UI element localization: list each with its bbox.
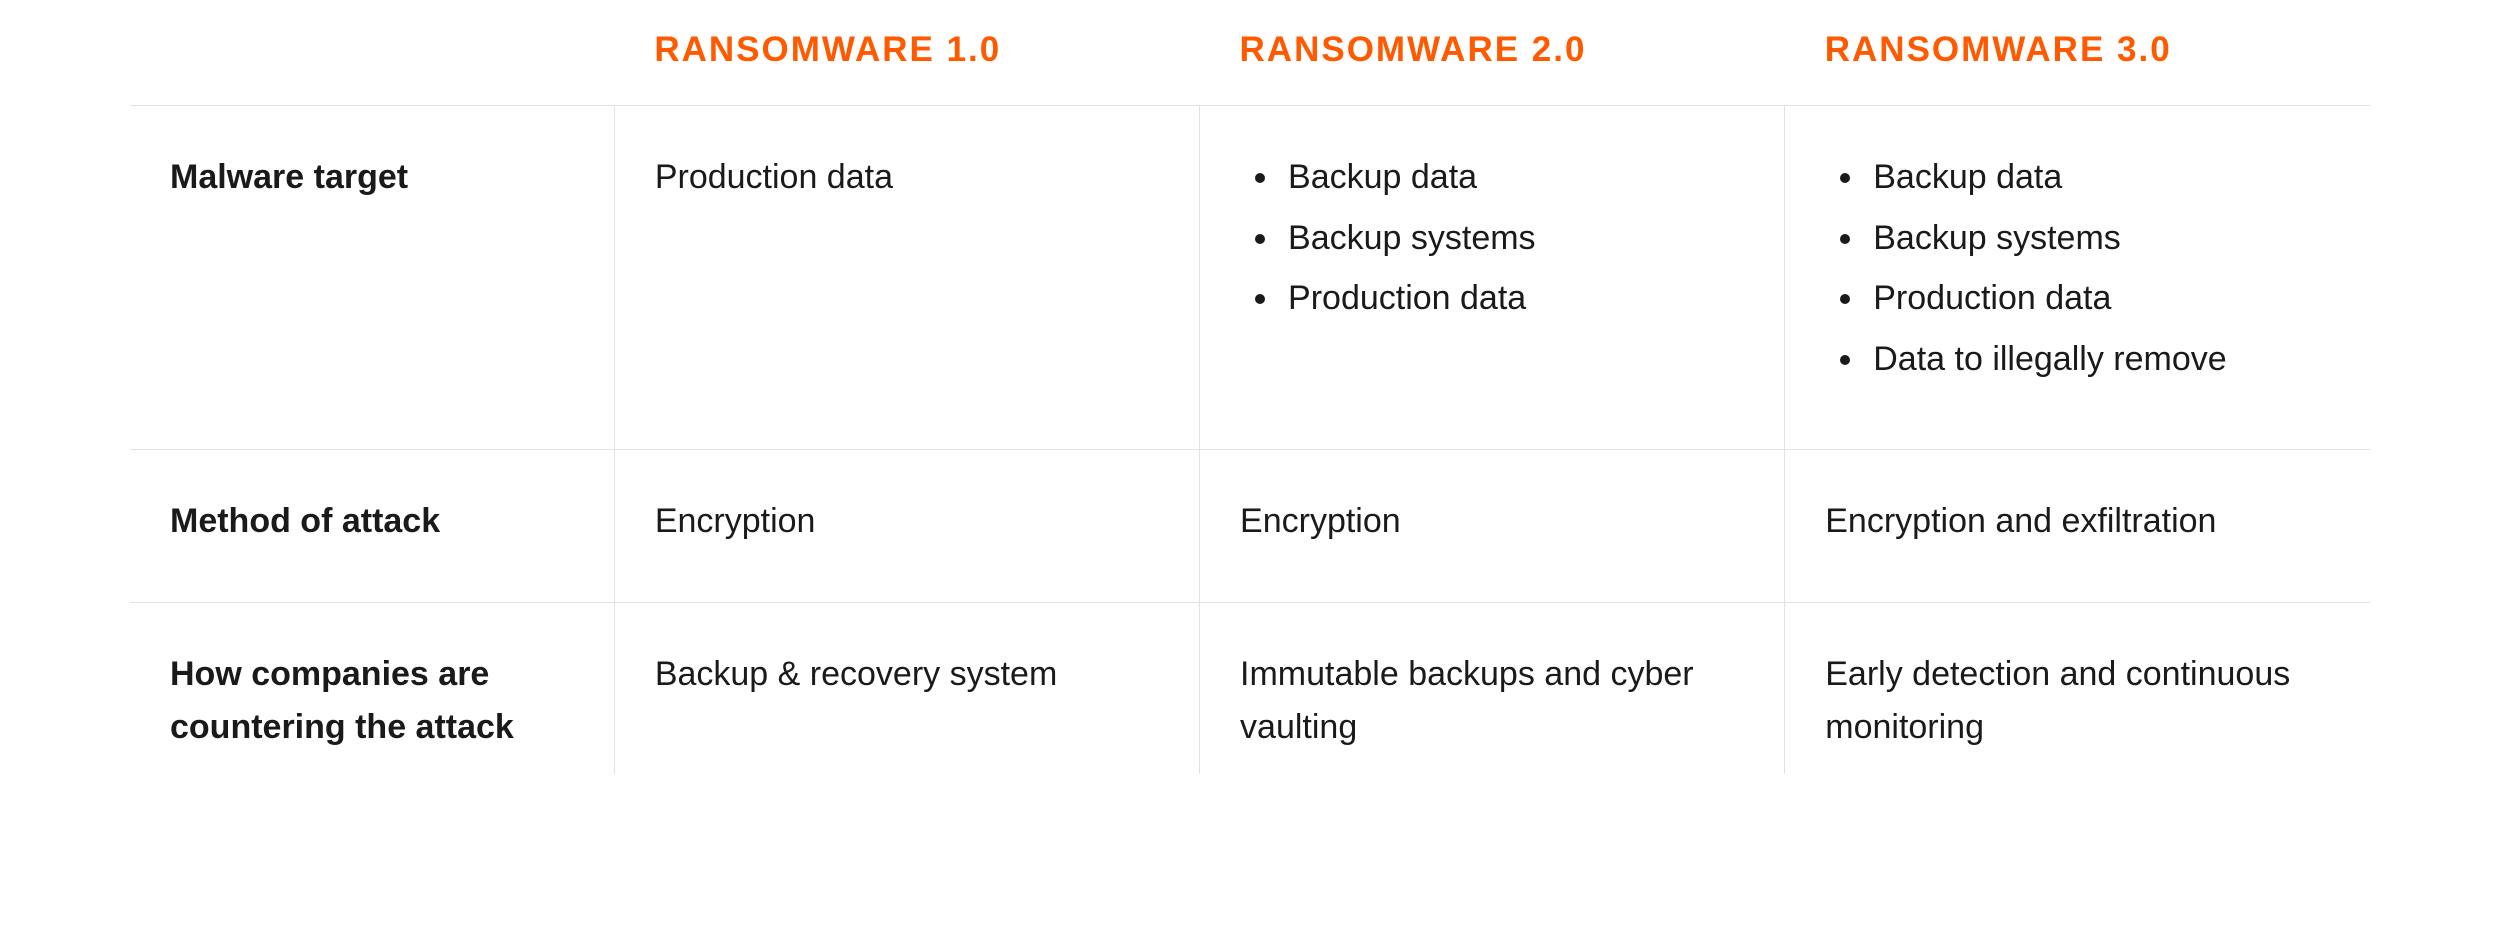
column-header-ransomware-2: RANSOMWARE 2.0 [1200,30,1785,106]
cell-method-v30: Encryption and exfiltration [1785,449,2370,603]
table-row-method-of-attack: Method of attack Encryption Encryption E… [130,449,2370,603]
row-label-malware-target: Malware target [130,106,614,450]
cell-countering-v10: Backup & recovery system [614,603,1199,774]
cell-method-v10: Encryption [614,449,1199,603]
cell-countering-v20: Immutable backups and cyber vaulting [1200,603,1785,774]
list-item: Backup data [1867,151,2330,204]
row-label-countering: How companies are countering the attack [130,603,614,774]
cell-list: Backup data Backup systems Production data… [1825,151,2330,386]
cell-method-v20: Encryption [1200,449,1785,603]
table-row-malware-target: Malware target Production data Backup da… [130,106,2370,450]
cell-malware-target-v10: Production data [614,106,1199,450]
list-item: Backup systems [1867,212,2330,265]
row-label-method-of-attack: Method of attack [130,449,614,603]
table-header-row: RANSOMWARE 1.0 RANSOMWARE 2.0 RANSOMWARE… [130,30,2370,106]
column-header-ransomware-3: RANSOMWARE 3.0 [1785,30,2370,106]
cell-malware-target-v20: Backup data Backup systems Production data [1200,106,1785,450]
list-item: Production data [1867,272,2330,325]
list-item: Production data [1282,272,1744,325]
cell-countering-v30: Early detection and continuous monitorin… [1785,603,2370,774]
comparison-table-container: RANSOMWARE 1.0 RANSOMWARE 2.0 RANSOMWARE… [0,0,2500,834]
header-blank [130,30,614,106]
cell-list: Backup data Backup systems Production data [1240,151,1744,325]
list-item: Backup systems [1282,212,1744,265]
list-item: Backup data [1282,151,1744,204]
list-item: Data to illegally remove [1867,333,2330,386]
ransomware-comparison-table: RANSOMWARE 1.0 RANSOMWARE 2.0 RANSOMWARE… [130,30,2370,774]
cell-malware-target-v30: Backup data Backup systems Production data… [1785,106,2370,450]
column-header-ransomware-1: RANSOMWARE 1.0 [614,30,1199,106]
table-row-countering: How companies are countering the attack … [130,603,2370,774]
